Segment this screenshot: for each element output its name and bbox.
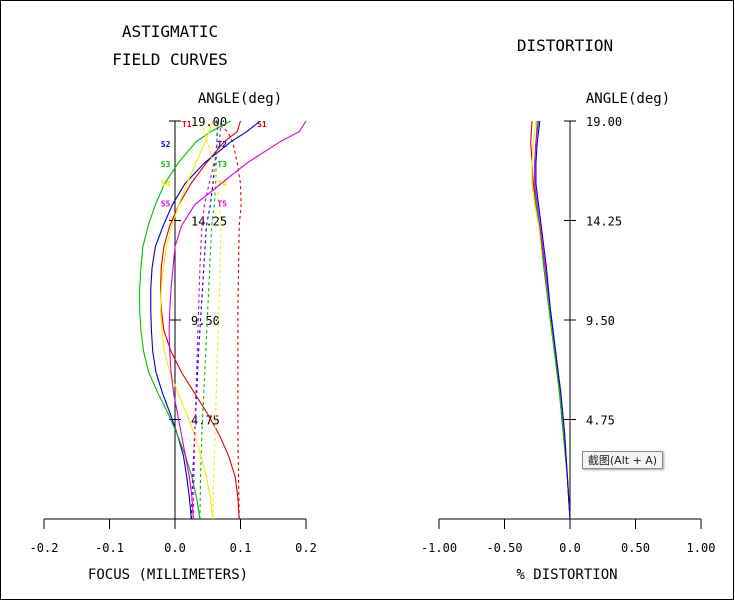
series-line-s4 [160, 120, 214, 520]
series-tag-s5: S5 [161, 200, 171, 209]
angle-tick-label: 4.75 [586, 414, 615, 428]
series-tag-t1: T1 [182, 120, 192, 129]
distortion-x-axis-label: % DISTORTION [516, 567, 617, 583]
angle-tick-label: 9.50 [191, 314, 220, 328]
series-line-s3 [139, 120, 231, 520]
series-tag-s3: S3 [161, 160, 171, 169]
series-tag-t2: T2 [217, 140, 227, 149]
angle-tick-label: 14.25 [586, 215, 622, 229]
x-tick-label: 0.0 [164, 541, 186, 555]
angle-tick-label: 14.25 [191, 215, 227, 229]
astig-title-line-1: ASTIGMATIC [122, 22, 218, 41]
x-tick-label: 0.0 [559, 541, 581, 555]
x-tick-label: -1.00 [421, 541, 457, 555]
x-tick-label: 0.50 [621, 541, 650, 555]
angle-tick-label: 19.00 [586, 115, 622, 129]
astig-angle-label: ANGLE(deg) [198, 91, 282, 107]
distortion-title: DISTORTION [517, 36, 613, 55]
series-tag-s2: S2 [161, 140, 171, 149]
x-tick-label: -0.50 [486, 541, 522, 555]
series-tag-t3: T3 [217, 160, 227, 169]
series-tag-t5: T5 [217, 200, 227, 209]
series-line-t4 [200, 120, 222, 520]
series-tag-s1: S1 [257, 120, 267, 129]
astig-x-axis-label: FOCUS (MILLIMETERS) [88, 567, 248, 583]
series-line-s5 [168, 120, 307, 520]
series-line-s2 [150, 120, 261, 520]
series-line-s1 [160, 120, 242, 520]
angle-tick-label: 9.50 [586, 314, 615, 328]
angle-tick-label: 19.00 [191, 115, 227, 129]
screenshot-tooltip: 截图(Alt + A) [582, 451, 663, 469]
x-tick-label: 1.00 [687, 541, 716, 555]
astig-title-line-2: FIELD CURVES [112, 50, 228, 69]
astigmatic-field-curves-plot: -0.2 -0.1 0.0 0.1 0.219.0014.259.504.75S1T1S… [30, 115, 317, 555]
x-tick-label: 0.2 [295, 541, 317, 555]
series-tag-s4: S4 [161, 180, 171, 189]
series-line-t1 [213, 120, 242, 520]
series-line-t3 [199, 120, 219, 520]
x-tick-label: 0.1 [230, 541, 252, 555]
distortion-angle-label: ANGLE(deg) [586, 91, 670, 107]
distortion-plot: -1.00 -0.50 0.0 0.50 1.00 19.00 14.25 9.50 4.75 [421, 115, 716, 555]
x-tick-label: -0.1 [95, 541, 124, 555]
series-line-4 [535, 120, 571, 520]
x-tick-label: -0.2 [30, 541, 59, 555]
series-tag-t4: T4 [217, 180, 227, 189]
